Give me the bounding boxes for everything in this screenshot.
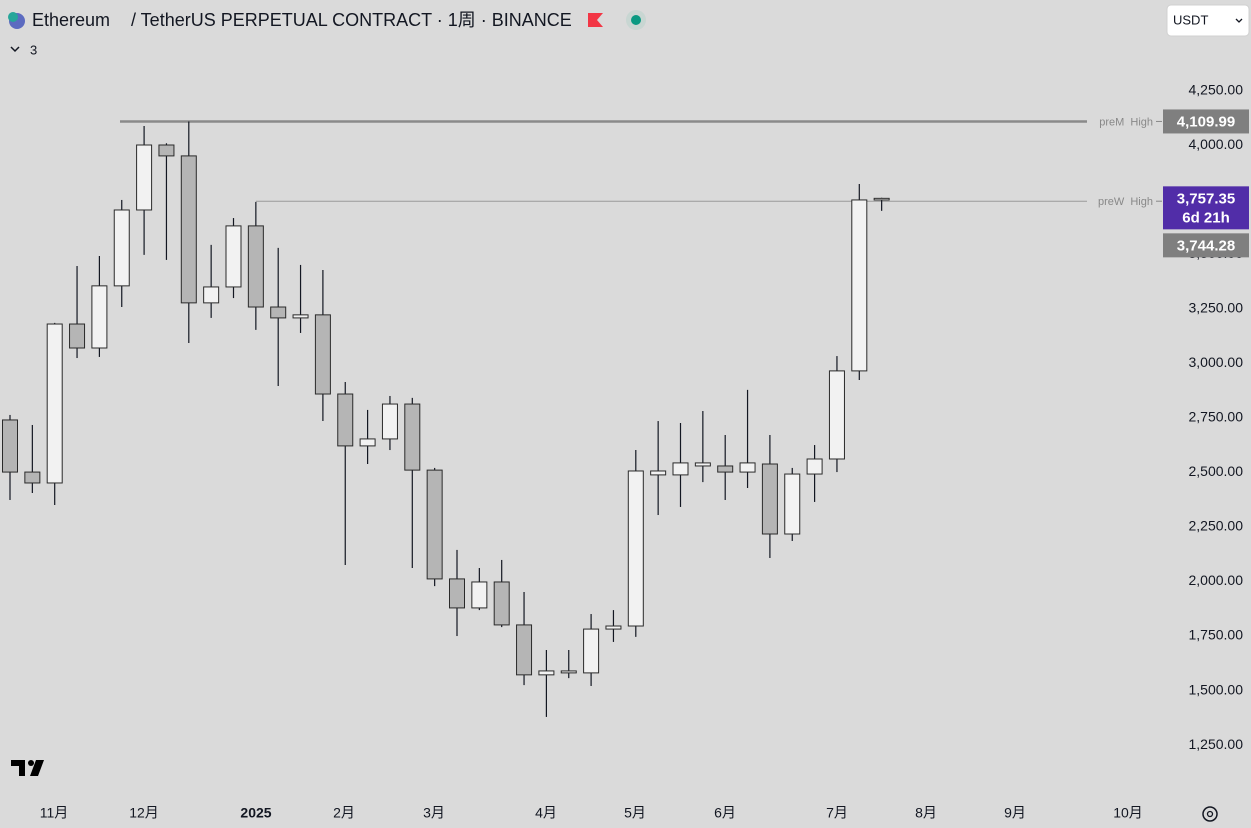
candle-body (24, 471, 41, 484)
candle-body (583, 628, 600, 674)
flag-icon[interactable] (588, 13, 603, 27)
x-tick-label: 3月 (423, 805, 445, 821)
y-tick-label: 4,250.00 (1189, 82, 1244, 98)
level-name: preW High (1098, 196, 1153, 208)
y-tick-label: 2,250.00 (1189, 518, 1244, 534)
level-price-box (1163, 233, 1249, 258)
candle-body (292, 314, 309, 319)
candle-body (69, 323, 86, 349)
coin-icon-badge (8, 12, 18, 22)
collapse-chevron[interactable] (10, 46, 20, 53)
candle-body (359, 438, 376, 447)
candle-body (247, 225, 264, 308)
current-price-box (1163, 186, 1249, 230)
candle-body (806, 458, 823, 475)
x-tick-label: 2月 (333, 805, 355, 821)
y-tick-label: 1,500.00 (1189, 681, 1244, 697)
chart-subtitle: / TetherUS PERPETUAL CONTRACT · 1周 · BIN… (131, 10, 572, 30)
y-tick-label: 4,000.00 (1189, 136, 1244, 152)
candle-body (471, 581, 488, 609)
y-tick-label: 2,500.00 (1189, 463, 1244, 479)
candle-body (426, 469, 443, 580)
x-tick-label: 7月 (826, 805, 848, 821)
candle-body (225, 225, 242, 288)
status-dot (631, 15, 641, 25)
indicator-count[interactable]: 3 (30, 42, 37, 57)
y-tick-label: 1,250.00 (1189, 736, 1244, 752)
candle-body (91, 285, 108, 349)
current-price-label: 3,757.35 (1177, 190, 1235, 207)
y-tick-label: 3,250.00 (1189, 300, 1244, 316)
level-price-label: 3,744.28 (1177, 237, 1235, 254)
candle-body (314, 314, 331, 395)
candle-body (113, 209, 130, 287)
countdown-label: 6d 21h (1182, 209, 1230, 226)
candle-body (538, 670, 555, 676)
x-tick-label: 6月 (714, 805, 736, 821)
chart-title: Ethereum (32, 10, 110, 30)
candle-body (493, 581, 510, 626)
x-tick-label: 12月 (129, 805, 159, 821)
candle-body (605, 625, 622, 630)
candle-body (516, 624, 533, 676)
tv-logo (11, 760, 44, 776)
candle-body (851, 199, 868, 372)
candle-body (828, 370, 845, 460)
candle-body (270, 306, 287, 319)
currency-chevron[interactable] (1235, 18, 1243, 23)
x-tick-label: 8月 (915, 805, 937, 821)
level-name: preM High (1099, 116, 1153, 128)
candle-body (873, 197, 890, 201)
candle-body (761, 463, 778, 535)
level-price-box (1163, 109, 1249, 134)
settings-icon[interactable] (1202, 806, 1218, 822)
currency-label[interactable]: USDT (1173, 12, 1208, 27)
candle-body (203, 286, 220, 304)
candle-body (560, 670, 577, 674)
candle-body (180, 155, 197, 304)
candle-body (404, 403, 421, 471)
candle-body (136, 144, 153, 211)
y-tick-label: 1,750.00 (1189, 627, 1244, 643)
candle-body (650, 470, 667, 476)
x-tick-label: 11月 (40, 805, 69, 821)
candle-body (158, 144, 175, 157)
candle-body (46, 323, 63, 484)
candle-body (337, 393, 354, 447)
y-tick-label: 3,000.00 (1189, 354, 1244, 370)
x-tick-label: 9月 (1004, 805, 1026, 821)
candle-body (739, 462, 756, 473)
candle-body (717, 465, 734, 473)
candle-body (627, 470, 644, 627)
y-tick-label: 2,000.00 (1189, 572, 1244, 588)
x-tick-label: 10月 (1113, 805, 1143, 821)
x-tick-label: 2025 (240, 805, 271, 821)
candle-body (694, 462, 711, 467)
candle-body (2, 419, 18, 473)
level-price-label: 4,109.99 (1177, 113, 1235, 130)
currency-select[interactable] (1166, 4, 1250, 37)
candle-body (784, 473, 801, 535)
candle-body (449, 578, 465, 609)
x-tick-label: 4月 (535, 805, 557, 821)
candle-body (672, 462, 689, 476)
x-tick-label: 5月 (624, 805, 646, 821)
y-tick-label: 2,750.00 (1189, 409, 1244, 425)
candle-body (381, 403, 398, 440)
